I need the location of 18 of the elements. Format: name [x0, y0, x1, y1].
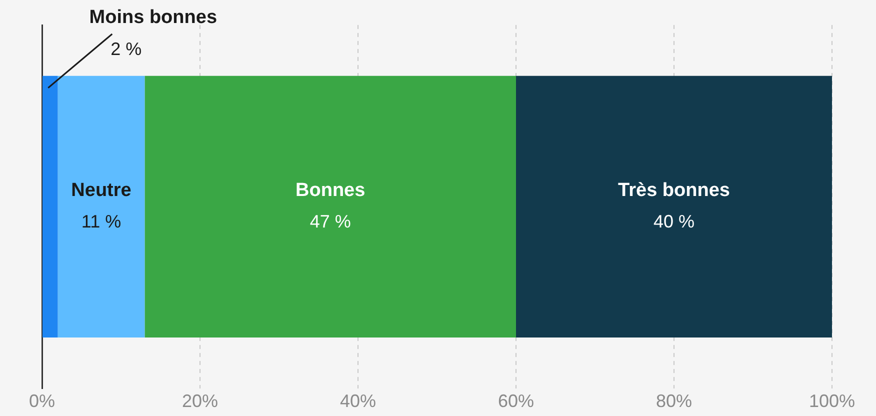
text: Moins bonnes [89, 7, 218, 28]
series-label: Neutre [71, 180, 132, 201]
data-label: 47 % [310, 212, 351, 232]
bar [42, 76, 58, 338]
x-tick-label: 40% [340, 391, 376, 412]
data-label: 2 % [110, 38, 142, 59]
bar [516, 76, 832, 338]
x-tick-label: 100% [808, 391, 856, 412]
series-label: Bonnes [296, 180, 366, 201]
bar [144, 76, 516, 338]
data-label: 40 % [653, 212, 695, 232]
data-label: 11 % [81, 212, 122, 232]
x-tick-label: 80% [656, 391, 692, 412]
series-label: Très bonnes [618, 180, 730, 201]
x-tick-label: 60% [498, 391, 534, 412]
bar [58, 76, 145, 338]
x-tick-label: 20% [182, 391, 218, 412]
x-tick-label: 0% [28, 391, 56, 412]
